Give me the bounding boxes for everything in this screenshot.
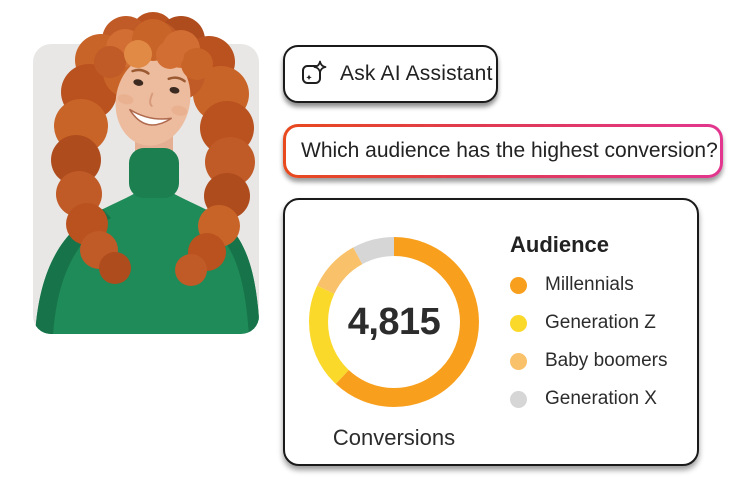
ask-ai-assistant-button[interactable]: Ask AI Assistant <box>283 45 498 103</box>
chart-legend: Audience Millennials Generation Z Baby b… <box>510 232 668 426</box>
legend-item-label: Generation Z <box>545 312 656 333</box>
legend-item-label: Generation X <box>545 388 657 409</box>
donut-total-value: 4,815 <box>347 300 441 343</box>
woman-photo-illustration <box>33 12 259 334</box>
legend-items: Millennials Generation Z Baby boomers Ge… <box>510 274 668 410</box>
legend-dot-icon <box>510 314 527 332</box>
woman-photo <box>31 2 261 342</box>
donut-segment-generation-z <box>309 237 479 407</box>
legend-title: Audience <box>510 232 610 257</box>
ai-sparkle-icon <box>302 60 327 84</box>
legend-item-label: Millennials <box>545 274 634 295</box>
donut-metric-label: Conversions <box>332 425 456 450</box>
legend-item-millennials: Millennials <box>510 274 668 296</box>
legend-dot-icon <box>510 352 527 370</box>
legend-item-label: Baby boomers <box>545 350 668 371</box>
ask-ai-label: Ask AI Assistant <box>340 62 493 85</box>
donut-chart-svg <box>309 237 479 407</box>
donut-segment-generation-x <box>309 237 479 407</box>
legend-dot-icon <box>510 276 527 294</box>
face <box>115 54 191 146</box>
legend-item-baby-boomers: Baby boomers <box>510 350 668 372</box>
query-text: Which audience has the highest conversio… <box>301 139 718 162</box>
legend-dot-icon <box>510 390 527 408</box>
legend-item-generation-z: Generation Z <box>510 312 668 334</box>
conversions-card: 4,815 Conversions Audience Millennials G… <box>283 198 699 466</box>
hair-bangs <box>94 19 213 80</box>
donut-chart: 4,815 <box>299 227 489 417</box>
legend-item-generation-x: Generation X <box>510 388 668 410</box>
ai-query-input[interactable]: Which audience has the highest conversio… <box>283 124 723 178</box>
